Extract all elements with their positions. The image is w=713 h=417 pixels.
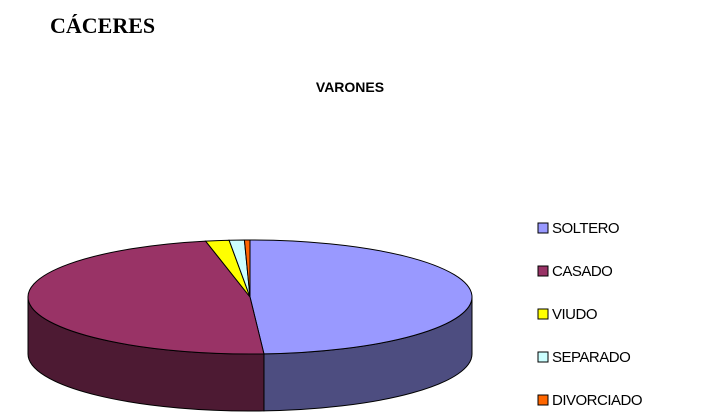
- pie-slice: [249, 239, 473, 355]
- legend-label: VIUDO: [552, 306, 597, 323]
- pie: [27, 239, 473, 412]
- heading: CÁCERES: [50, 13, 155, 38]
- legend-swatch: [537, 351, 549, 363]
- legend-swatch: [537, 308, 549, 320]
- legend-label: SOLTERO: [552, 220, 619, 237]
- pie-slice: [27, 240, 265, 355]
- legend: SOLTERO CASADO VIUDO SEPARADO DIVORCIADO: [537, 220, 643, 409]
- legend-label: CASADO: [552, 263, 612, 280]
- chart-title: VARONES: [316, 79, 384, 95]
- legend-swatch: [537, 394, 549, 406]
- legend-label: DIVORCIADO: [552, 392, 642, 409]
- legend-label: SEPARADO: [552, 349, 630, 366]
- legend-swatch: [537, 222, 549, 234]
- pie-slice: [243, 239, 251, 298]
- legend-swatch: [537, 265, 549, 277]
